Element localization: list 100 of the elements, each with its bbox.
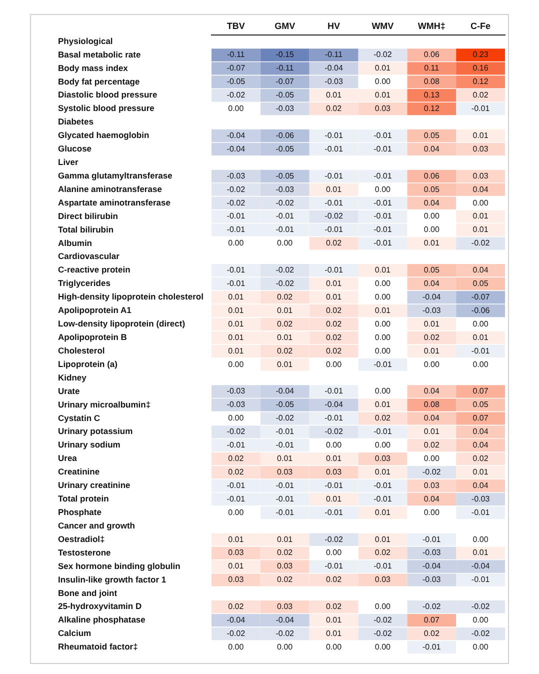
data-label: 0.04 xyxy=(472,266,489,275)
data-label: -0.02 xyxy=(422,602,442,612)
data-label: -0.02 xyxy=(374,629,392,638)
data-label: -0.03 xyxy=(276,104,295,114)
data-label: 0.02 xyxy=(374,548,392,558)
data-label: -0.01 xyxy=(324,414,344,423)
data-label: 0.01 xyxy=(277,360,294,369)
data-label: 0.02 xyxy=(277,346,294,356)
data-label: -0.04 xyxy=(226,616,246,625)
data-label: -0.05 xyxy=(276,171,295,180)
data-label: 0.00 xyxy=(374,184,392,194)
data-label: -0.02 xyxy=(276,266,295,275)
data-label: 0.04 xyxy=(472,440,489,450)
data-label: -0.01 xyxy=(324,386,344,396)
data-label: -0.01 xyxy=(422,642,442,652)
data-label: 0.01 xyxy=(374,534,392,544)
data-label: 0.00 xyxy=(326,548,342,558)
data-label: 0.04 xyxy=(424,198,440,208)
data-label: -0.01 xyxy=(324,198,344,208)
y-tick-label: Calcium xyxy=(58,628,92,638)
data-label: -0.02 xyxy=(324,212,344,221)
data-label: -0.02 xyxy=(226,427,246,436)
data-label: 0.04 xyxy=(424,144,440,154)
data-label: -0.01 xyxy=(374,480,392,490)
data-label: 0.12 xyxy=(472,77,489,86)
data-label: -0.01 xyxy=(324,266,344,275)
data-label: 0.00 xyxy=(228,508,244,517)
data-label: -0.03 xyxy=(471,494,490,504)
data-label: 0.01 xyxy=(228,332,244,342)
data-label: 0.01 xyxy=(424,319,440,328)
data-label: 0.01 xyxy=(277,306,294,315)
data-label: -0.02 xyxy=(324,427,344,436)
data-label: -0.01 xyxy=(471,346,490,356)
data-label: 0.02 xyxy=(374,414,392,423)
data-label: 0.01 xyxy=(374,508,392,517)
data-label: -0.01 xyxy=(374,144,392,154)
data-label: -0.01 xyxy=(374,562,392,571)
data-label: 0.01 xyxy=(424,238,440,248)
data-label: -0.03 xyxy=(422,548,442,558)
data-label: 0.04 xyxy=(472,184,489,194)
data-label: 0.00 xyxy=(374,77,392,86)
data-label: -0.05 xyxy=(276,90,295,100)
data-label: 0.03 xyxy=(472,144,489,154)
data-label: -0.01 xyxy=(324,144,344,154)
y-tick-label: Kidney xyxy=(58,372,87,382)
data-label: 0.01 xyxy=(326,454,342,464)
data-label: 0.05 xyxy=(424,266,440,275)
x-tick-label: WMH‡ xyxy=(418,20,446,31)
data-label: -0.02 xyxy=(276,198,295,208)
y-tick-label: Alkaline phosphatase xyxy=(58,614,146,625)
data-label: 0.01 xyxy=(228,292,244,302)
data-label: 0.02 xyxy=(277,548,294,558)
data-label: 0.11 xyxy=(424,64,440,73)
data-label: 0.04 xyxy=(424,386,440,396)
data-label: -0.01 xyxy=(374,238,392,248)
y-tick-label: Albumin xyxy=(58,238,92,248)
data-label: 0.01 xyxy=(228,346,244,356)
data-label: 0.00 xyxy=(374,319,392,328)
y-tick-label: Rheumatoid factor‡ xyxy=(58,642,138,652)
data-label: 0.01 xyxy=(374,400,392,410)
data-label: 0.00 xyxy=(277,642,294,652)
y-tick-label: Urea xyxy=(58,453,78,464)
data-label: 0.01 xyxy=(472,467,489,476)
data-label: -0.01 xyxy=(374,171,392,180)
data-label: 0.01 xyxy=(472,332,489,342)
data-label: 0.16 xyxy=(472,64,489,73)
data-label: 0.01 xyxy=(374,266,392,275)
data-label: 0.08 xyxy=(424,77,440,86)
data-label: 0.01 xyxy=(326,494,342,504)
y-tick-label: Systolic blood pressure xyxy=(58,103,155,114)
data-label: 0.02 xyxy=(424,629,440,638)
data-label: -0.04 xyxy=(226,144,246,154)
data-label: -0.02 xyxy=(422,467,442,476)
data-label: -0.01 xyxy=(324,562,344,571)
data-label: 0.00 xyxy=(472,642,489,652)
y-tick-label: Body mass index xyxy=(58,62,128,73)
data-label: 0.00 xyxy=(374,292,392,302)
y-tick-label: Urinary sodium xyxy=(58,440,121,450)
y-tick-label: C-reactive protein xyxy=(58,264,130,275)
data-label: -0.01 xyxy=(226,480,246,490)
data-label: 0.00 xyxy=(228,360,244,369)
data-label: 0.01 xyxy=(326,629,342,638)
data-label: 0.01 xyxy=(472,130,489,140)
data-label: -0.01 xyxy=(324,171,344,180)
y-tick-label: Total protein xyxy=(58,494,109,504)
data-label: 0.02 xyxy=(472,454,489,464)
data-label: 0.00 xyxy=(326,440,342,450)
data-label: -0.03 xyxy=(422,306,442,315)
data-label: -0.01 xyxy=(374,360,392,369)
data-label: 0.01 xyxy=(424,427,440,436)
data-label: -0.15 xyxy=(276,50,295,60)
data-label: -0.01 xyxy=(374,225,392,234)
data-label: 0.00 xyxy=(424,360,440,369)
data-label: -0.02 xyxy=(276,629,295,638)
data-label: 0.03 xyxy=(374,575,392,584)
data-label: -0.01 xyxy=(276,440,295,450)
data-label: 0.03 xyxy=(326,467,342,476)
y-tick-label: Creatinine xyxy=(58,466,100,477)
data-label: -0.01 xyxy=(324,508,344,517)
data-label: 0.02 xyxy=(424,440,440,450)
